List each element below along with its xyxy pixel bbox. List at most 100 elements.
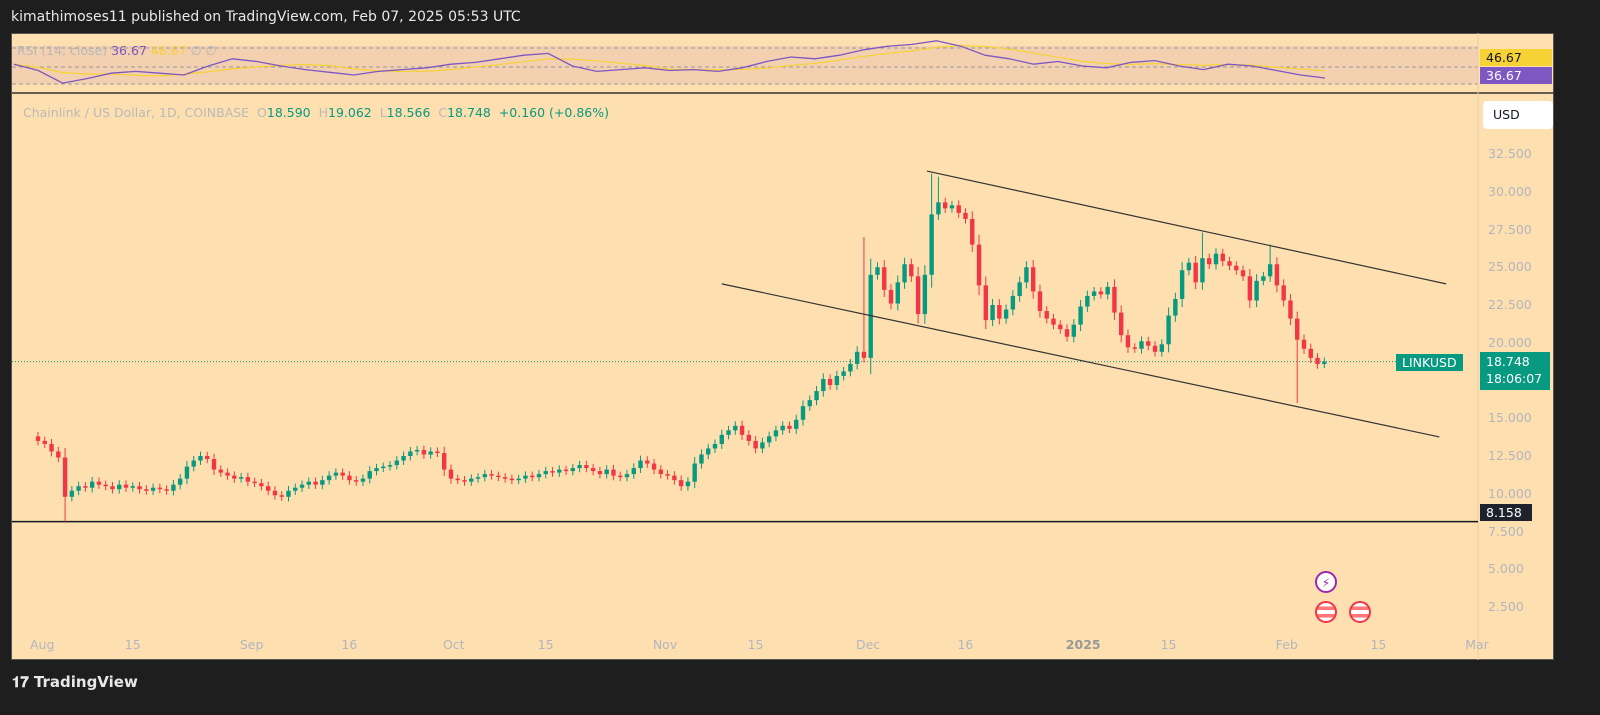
candle-body	[421, 449, 427, 455]
candle-body	[861, 351, 867, 358]
candle-body	[1030, 267, 1036, 292]
rsi-value: 36.67	[111, 43, 147, 58]
candle-body	[638, 460, 643, 469]
price-tick-label: 25.000	[1488, 259, 1532, 275]
us-flag-icon[interactable]	[1315, 601, 1337, 623]
candle-body	[672, 475, 677, 481]
candle-body	[1044, 311, 1049, 319]
candle-body	[1281, 285, 1286, 301]
candle-body	[766, 436, 772, 443]
candle-body	[773, 430, 779, 437]
candle-body	[110, 486, 115, 490]
candle-body	[225, 472, 230, 476]
candle-body	[509, 478, 515, 481]
time-tick-label: Mar	[1465, 637, 1489, 652]
candle-body	[942, 202, 948, 209]
candle-body	[726, 430, 731, 435]
tradingview-logo[interactable]: 𝟏𝟕 TradingView	[12, 673, 138, 691]
time-tick-label: Feb	[1275, 637, 1298, 652]
candle-body	[516, 478, 521, 481]
candle-body	[929, 214, 934, 275]
candle-body	[211, 459, 217, 470]
candle-body	[401, 456, 406, 461]
price-tick-label: 7.500	[1488, 523, 1524, 539]
candle-body	[624, 474, 630, 478]
candle-body	[651, 463, 657, 470]
price-tick-label: 20.000	[1488, 334, 1532, 350]
candle-body	[1037, 291, 1043, 312]
rsi-empty-1: ∅	[190, 43, 202, 58]
candle-body	[408, 451, 413, 456]
lightning-icon[interactable]: ⚡	[1315, 571, 1337, 593]
candle-body	[543, 471, 548, 475]
candle-body	[1085, 295, 1090, 307]
support-level-tag: 8.158	[1480, 504, 1532, 521]
candle-body	[1240, 270, 1246, 277]
candle-body	[56, 451, 61, 458]
candle-body	[1301, 339, 1307, 349]
candle-body	[848, 363, 853, 372]
candle-body	[76, 486, 81, 491]
price-tick-label: 10.000	[1488, 485, 1532, 501]
candle-body	[299, 484, 305, 488]
candle-body	[1220, 253, 1225, 262]
candle-body	[611, 469, 616, 476]
candle-body	[502, 477, 508, 479]
candle-body	[123, 484, 129, 488]
price-tick-label: 30.000	[1488, 183, 1532, 199]
candle-body	[997, 305, 1002, 319]
rsi-legend: RSI (14, close) 36.67 46.67 ∅ ∅	[17, 43, 216, 58]
price-tick-label: 12.500	[1488, 448, 1532, 463]
candle-body	[1193, 262, 1198, 283]
candle-body	[353, 480, 359, 482]
candle-body	[272, 490, 278, 496]
time-tick-label: Oct	[442, 637, 465, 652]
symbol-price-label: LINKUSD	[1396, 354, 1463, 371]
candle-body	[1173, 298, 1178, 316]
candle-body	[590, 468, 596, 472]
candle-body	[218, 469, 223, 473]
candle-body	[252, 481, 257, 484]
rsi-ma-value: 46.67	[150, 43, 187, 58]
candle-body	[827, 378, 833, 386]
us-flag-icon[interactable]	[1349, 601, 1371, 623]
candle-body	[1071, 324, 1077, 337]
candle-body	[895, 282, 900, 304]
candle-body	[834, 375, 840, 386]
time-tick-label: Nov	[652, 637, 678, 652]
candle-body	[976, 244, 982, 286]
candle-body	[915, 276, 921, 315]
high-label: H	[318, 105, 328, 120]
currency-button[interactable]: USD	[1483, 101, 1553, 129]
rsi-ma-line	[13, 44, 1326, 77]
candle-body	[475, 477, 481, 479]
candle-body	[902, 264, 907, 283]
candle-body	[238, 477, 244, 479]
candle-body	[1308, 348, 1313, 358]
candle-body	[530, 475, 535, 478]
tradingview-logo-text: TradingView	[33, 673, 138, 691]
symbol-title[interactable]: Chainlink / US Dollar, 1D, COINBASE	[23, 105, 250, 120]
candle-body	[89, 481, 95, 488]
candle-body	[1186, 262, 1192, 271]
candle-body	[570, 468, 576, 472]
candle-body	[184, 466, 190, 479]
candle-body	[523, 475, 528, 479]
price-tick-label: 2.500	[1488, 599, 1524, 614]
candle-body	[1125, 335, 1131, 348]
lower-channel-trendline	[721, 283, 1440, 438]
candle-body	[144, 489, 149, 491]
time-tick-label: 2025	[1065, 637, 1101, 652]
symbol-legend: Chainlink / US Dollar, 1D, COINBASE O18.…	[23, 105, 609, 120]
candle-body	[746, 434, 752, 441]
candle-body	[1254, 280, 1259, 301]
candle-body	[868, 274, 873, 358]
candle-body	[794, 419, 799, 429]
candle-body	[814, 391, 819, 401]
rsi-ma-tag: 46.67	[1480, 49, 1552, 66]
candle-body	[1119, 312, 1124, 336]
rsi-band	[12, 46, 1478, 84]
candle-body	[909, 264, 914, 277]
candle-body	[469, 478, 474, 482]
